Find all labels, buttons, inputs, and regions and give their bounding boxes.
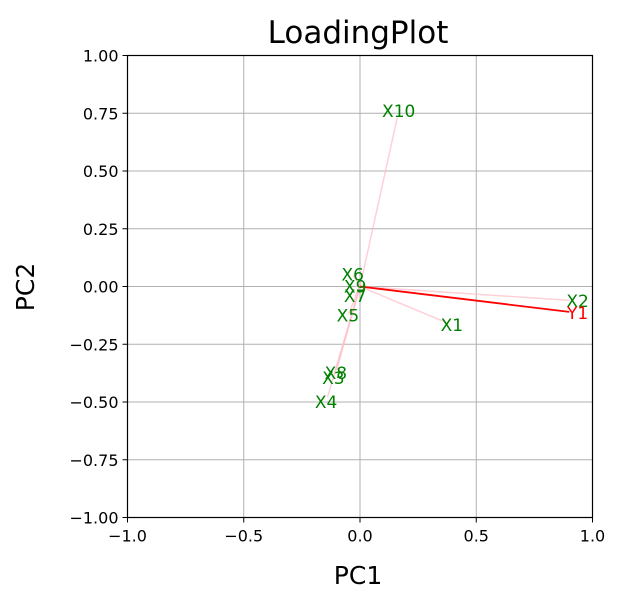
loading-vector-x2 [359,285,570,302]
y-tick-label: −0.25 [69,335,118,354]
loading-vector-x8 [336,286,361,370]
y-tick-label: 0.50 [83,162,119,181]
loading-vector-x6 [352,274,361,287]
loading-label-x1: X1 [441,316,463,336]
y-axis-label: PC2 [11,263,40,311]
y-loading-vectors [359,285,570,313]
chart-title: LoadingPlot [268,15,449,51]
x-tick-label: −1.0 [108,527,147,546]
loading-label-y1: Y1 [566,304,588,324]
loading-label-x10: X10 [382,102,415,122]
loading-vector-x10 [359,117,398,287]
x-tick-label: 0.5 [464,527,489,546]
loading-label-x5: X5 [337,306,359,326]
y-loading-labels: Y1 [566,304,588,324]
x-axis-ticks: −1.0 −0.5 0.0 0.5 1.0 [108,517,605,546]
loading-vector-x1 [359,285,449,325]
y-tick-label: −0.50 [69,393,118,412]
loading-label-x2: X2 [566,292,588,312]
y-tick-label: −1.00 [69,509,118,528]
x-tick-label: 0.0 [347,527,372,546]
loading-label-x4: X4 [315,393,337,413]
y-tick-label: −0.75 [69,451,118,470]
x-axis-label: PC1 [334,561,382,590]
y-axis-ticks: −1.00 −0.75 −0.50 −0.25 0.00 0.25 0.50 0.75 1.00 [69,47,128,528]
loading-label-x9: X9 [344,278,366,298]
y-tick-label: 0.00 [83,278,119,297]
loading-vector-y1 [359,285,570,313]
loading-label-x3: X3 [322,369,344,389]
x-tick-label: −0.5 [224,527,263,546]
y-tick-label: 0.25 [83,220,119,239]
loading-label-x6: X6 [342,265,364,285]
loading-label-x8: X8 [325,364,347,384]
x-loading-vectors [326,117,570,398]
loading-label-x7: X7 [344,287,366,307]
y-tick-label: 0.75 [83,104,119,123]
x-tick-label: 1.0 [580,527,605,546]
y-tick-label: 1.00 [83,47,119,66]
